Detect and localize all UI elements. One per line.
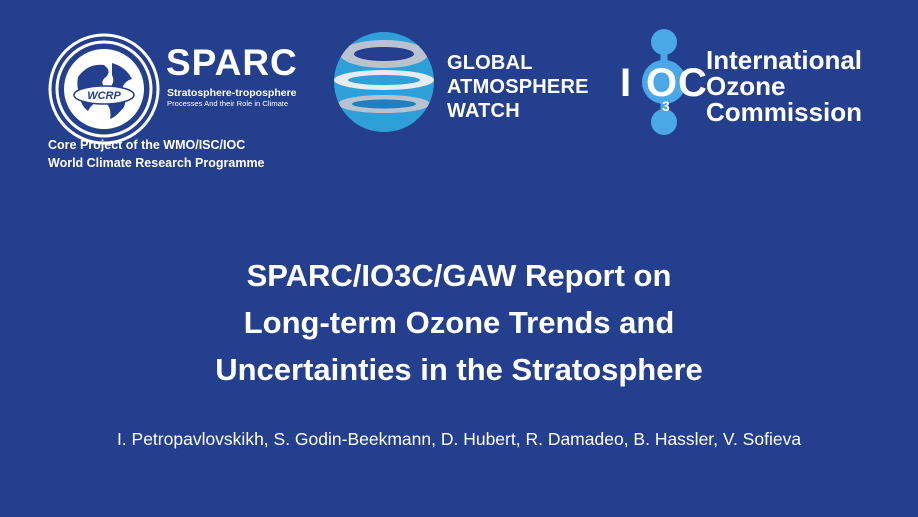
sparc-globe-icon: WCRP xyxy=(48,33,160,145)
title-line-1: SPARC/IO3C/GAW Report on xyxy=(246,258,672,293)
title-line-3: Uncertainties in the Stratosphere xyxy=(215,352,703,387)
io3c-subscript: 3 xyxy=(662,98,670,114)
sparc-name: SPARC xyxy=(166,42,298,83)
gaw-line-3: WATCH xyxy=(447,100,520,122)
gaw-line-1: GLOBAL xyxy=(447,52,533,74)
author-list: I. Petropavlovskikh, S. Godin-Beekmann, … xyxy=(116,429,802,449)
io3c-molecule-icon: I O 3 C xyxy=(620,29,707,135)
sparc-caption-line-1: Core Project of the WMO/ISC/IOC xyxy=(48,138,246,152)
title-line-2: Long-term Ozone Trends and xyxy=(243,305,675,340)
io3c-line-3: Commission xyxy=(706,97,863,127)
io3c-line-2: Ozone xyxy=(706,71,786,101)
gaw-sphere-icon xyxy=(334,32,434,132)
io3c-letter-o: O xyxy=(646,61,677,105)
sparc-mark-label: WCRP xyxy=(87,90,121,102)
gaw-line-2: ATMOSPHERE xyxy=(447,76,589,98)
io3c-letter-i: I xyxy=(620,61,631,105)
sparc-subtitle-2: Processes And their Role in Climate xyxy=(167,99,289,108)
sparc-caption-line-2: World Climate Research Programme xyxy=(48,156,265,170)
io3c-line-1: International xyxy=(706,45,863,75)
report-title: SPARC/IO3C/GAW Report on Long-term Ozone… xyxy=(0,252,918,393)
io3c-letter-c: C xyxy=(678,61,707,105)
sparc-subtitle-1: Stratosphere-troposphere xyxy=(167,87,297,99)
